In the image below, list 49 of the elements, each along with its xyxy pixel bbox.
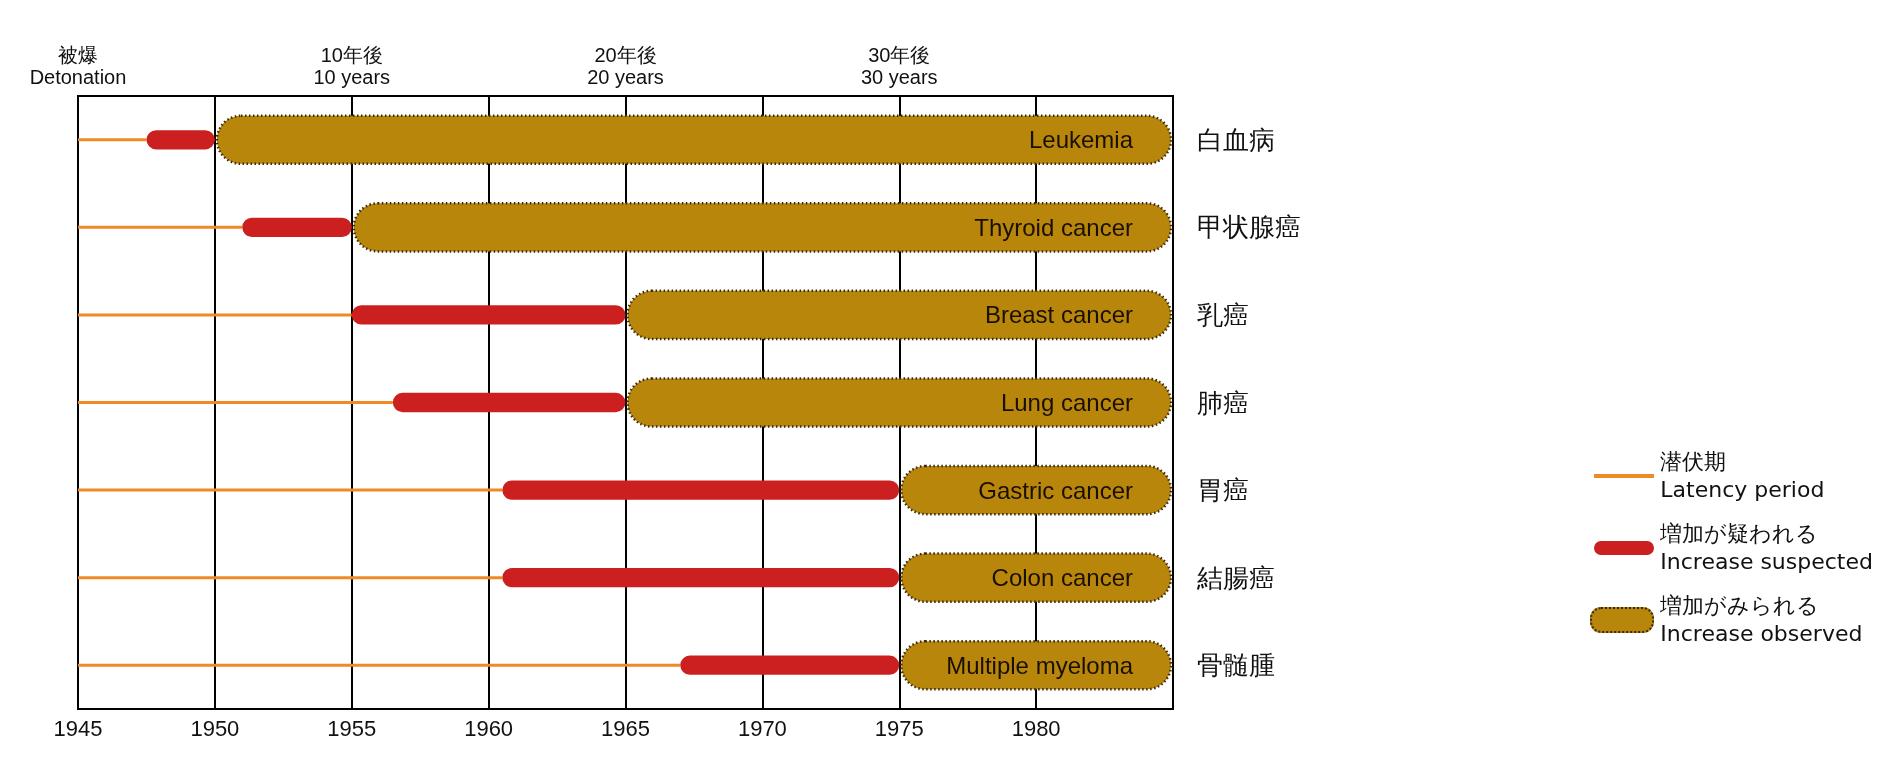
y-tick-label: Gastric cancer: [978, 476, 1133, 504]
y2-tick-label: 白血病: [1197, 124, 1275, 155]
x-tick-label: 1965: [601, 715, 650, 741]
x-tick-label: 1960: [464, 715, 514, 741]
y-tick-label: Lung cancer: [1000, 389, 1134, 416]
bar: [352, 202, 1173, 253]
y2-tick-label: 肺癌: [1197, 387, 1249, 418]
bar: [242, 217, 352, 237]
bar: [502, 480, 900, 500]
bar: [78, 313, 352, 317]
bar: [502, 568, 900, 588]
text: 10年後 10 years: [313, 44, 391, 88]
text: 20年後 20 years: [587, 44, 664, 88]
x-tick-label: 1955: [327, 715, 377, 741]
bar: [78, 225, 243, 229]
x-tick-label: 1980: [1011, 715, 1061, 741]
y2-tick-label: 骨髄腫: [1197, 650, 1275, 681]
bar: [392, 392, 626, 413]
legend-label: 潜伏期 Latency period: [1660, 448, 1825, 504]
y-tick-label: Colon cancer: [991, 564, 1133, 592]
bar: [680, 655, 900, 675]
bar: [900, 552, 1173, 603]
y2-tick-label: 結腸癌: [1196, 562, 1275, 593]
bar: [78, 401, 393, 404]
bar: [78, 576, 503, 580]
text: 被爆 Detonation: [29, 44, 127, 88]
text: 30年後 30 years: [860, 44, 938, 88]
y-tick-label: Breast cancer: [984, 301, 1133, 329]
bar: [900, 464, 1173, 516]
bar: [626, 289, 1173, 341]
y-tick-label: Thyroid cancer: [974, 213, 1133, 241]
y2-tick-label: 甲状腺癌: [1197, 212, 1301, 243]
legend-label: 増加がみられる Increase observed: [1660, 592, 1863, 648]
bar: [146, 130, 215, 150]
x-tick-label: 1975: [874, 715, 924, 741]
x-tick-label: 1945: [53, 715, 103, 741]
bar: [78, 663, 681, 667]
y-tick-label: Multiple myeloma: [946, 651, 1134, 679]
bar: [215, 114, 1173, 166]
y-tick-label: Leukemia: [1028, 126, 1134, 154]
bar: [78, 488, 503, 492]
legend-label: 増加が疑われる Increase suspected: [1660, 520, 1873, 576]
y2-tick-label: 胃癌: [1197, 475, 1249, 506]
bar: [78, 138, 147, 142]
x-tick-label: 1950: [190, 715, 240, 741]
bar: [351, 305, 626, 325]
x-tick-label: 1970: [737, 715, 787, 741]
y2-tick-label: 乳癌: [1197, 299, 1249, 330]
bar: [626, 377, 1173, 428]
